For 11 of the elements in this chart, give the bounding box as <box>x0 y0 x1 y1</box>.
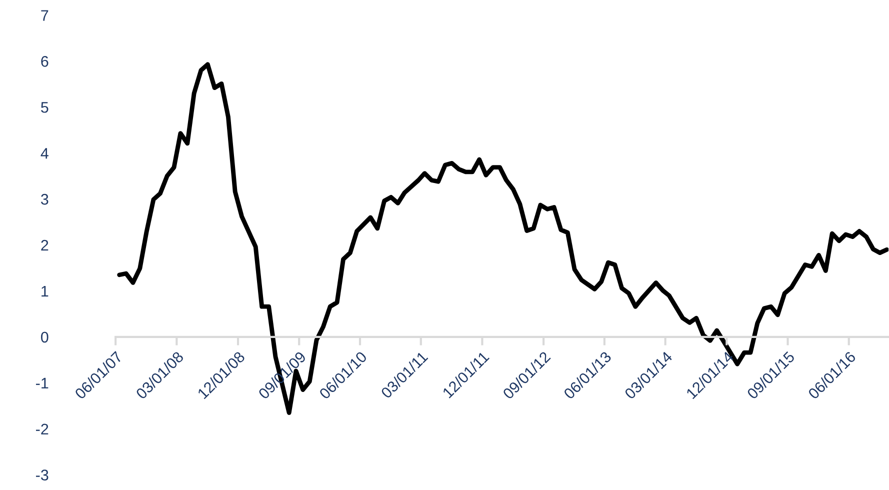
y-tick-label: 5 <box>41 102 48 113</box>
y-tick-label: 7 <box>41 10 48 21</box>
y-tick-label: -3 <box>36 470 48 480</box>
y-tick-label: -1 <box>36 378 48 388</box>
y-tick-label: 4 <box>40 148 48 159</box>
y-tick-label: 0 <box>41 332 48 343</box>
y-tick-label: 3 <box>40 194 48 205</box>
y-tick-label: 2 <box>41 240 48 251</box>
y-tick-label: 1 <box>42 286 48 296</box>
y-tick-label: 6 <box>41 56 48 67</box>
y-tick-label: -2 <box>36 424 48 434</box>
